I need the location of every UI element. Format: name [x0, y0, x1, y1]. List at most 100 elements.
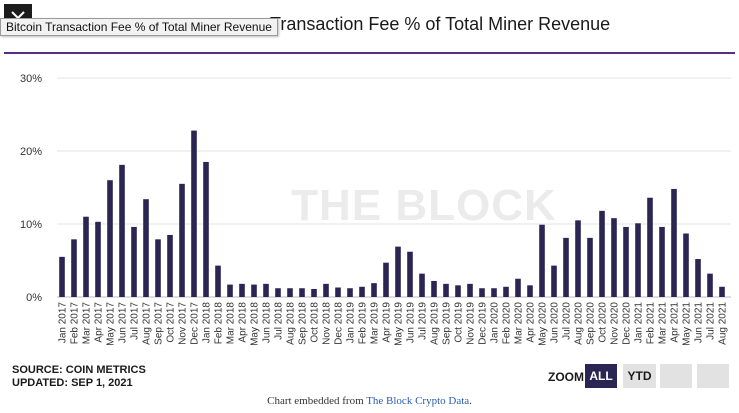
y-tick-label: 20%: [20, 146, 42, 158]
bar: [539, 224, 545, 297]
x-tick-label: Dec 2020: [622, 302, 633, 345]
bar: [407, 251, 413, 297]
bar: [131, 226, 137, 297]
x-tick-label: Aug 2020: [574, 302, 585, 345]
bar: [575, 220, 581, 297]
x-tick-label: Feb 2017: [70, 302, 81, 345]
bar: [251, 284, 257, 297]
y-tick-label: 0%: [26, 292, 42, 304]
bar: [263, 283, 269, 297]
bar: [371, 283, 377, 297]
x-tick-label: Jun 2020: [550, 302, 561, 344]
bar: [215, 265, 221, 297]
x-tick-label: Oct 2018: [310, 302, 321, 343]
x-tick-label: Apr 2017: [94, 302, 105, 343]
bar: [623, 226, 629, 297]
x-tick-label: Jan 2020: [490, 302, 501, 344]
bar: [155, 239, 161, 297]
embed-footer: Chart embedded from The Block Crypto Dat…: [0, 395, 739, 407]
x-tick-label: Aug 2018: [286, 302, 297, 345]
bar: [431, 280, 437, 297]
title-tooltip: Bitcoin Transaction Fee % of Total Miner…: [0, 18, 278, 36]
bar: [95, 221, 101, 297]
x-tick-label: Apr 2019: [382, 302, 393, 343]
bar: [167, 234, 173, 297]
zoom-ytd-button[interactable]: YTD: [623, 364, 656, 388]
x-tick-label: Feb 2020: [502, 302, 513, 345]
footer-link[interactable]: The Block Crypto Data: [366, 395, 470, 407]
x-tick-label: Jul 2018: [274, 302, 285, 340]
zoom-all-button[interactable]: ALL: [585, 364, 617, 388]
bar: [119, 164, 125, 297]
x-tick-label: May 2018: [250, 302, 261, 346]
bar: [635, 223, 641, 297]
bar: [395, 246, 401, 297]
x-tick-label: Nov 2020: [610, 302, 621, 345]
bar: [443, 283, 449, 297]
bar: [647, 197, 653, 297]
watermark: THE BLOCK: [291, 181, 557, 230]
x-tick-label: Aug 2017: [142, 302, 153, 345]
y-axis-ticks: 0% 10% 20% 30%: [20, 73, 42, 304]
bar: [359, 286, 365, 297]
bar: [719, 286, 725, 297]
bar: [239, 283, 245, 297]
zoom-option-button[interactable]: [697, 364, 729, 388]
x-tick-label: Sep 2019: [442, 302, 453, 345]
bar: [287, 288, 293, 297]
x-tick-label: Aug 2021: [718, 302, 729, 345]
bar: [419, 273, 425, 297]
bar: [611, 218, 617, 297]
bar-chart: 0%10%20%30% THE BLOCK Jan 2017 Feb 2017 Ma…: [20, 73, 731, 346]
x-tick-label: Jan 2021: [634, 302, 645, 344]
bar: [479, 288, 485, 297]
x-tick-label: Mar 2017: [82, 302, 93, 345]
bar: [107, 180, 113, 297]
updated-line: UPDATED: SEP 1, 2021: [12, 377, 133, 389]
title-divider: [4, 52, 735, 54]
source-note: SOURCE: COIN METRICS UPDATED: SEP 1, 202…: [12, 364, 146, 390]
bar: [323, 283, 329, 297]
bar: [587, 237, 593, 297]
bar: [83, 216, 89, 297]
bar: [695, 259, 701, 297]
bar: [551, 265, 557, 297]
x-tick-label: Mar 2018: [226, 302, 237, 345]
x-tick-label: Jul 2019: [418, 302, 429, 340]
x-tick-label: Dec 2018: [334, 302, 345, 345]
bar: [311, 288, 317, 297]
x-tick-label: Dec 2017: [190, 302, 201, 345]
x-tick-label: May 2020: [538, 302, 549, 346]
bar: [203, 161, 209, 297]
bar: [335, 287, 341, 297]
page-title: Transaction Fee % of Total Miner Revenue: [270, 14, 611, 34]
bar: [275, 288, 281, 297]
bar: [491, 288, 497, 297]
bar: [191, 130, 197, 297]
x-tick-label: May 2017: [106, 302, 117, 346]
x-tick-label: Sep 2020: [586, 302, 597, 345]
x-tick-label: Apr 2020: [526, 302, 537, 343]
x-tick-label: Jan 2017: [58, 302, 69, 344]
x-tick-label: Jan 2019: [346, 302, 357, 344]
x-tick-label: Jul 2017: [130, 302, 141, 340]
x-tick-label: Oct 2019: [454, 302, 465, 343]
x-tick-label: Sep 2018: [298, 302, 309, 345]
bar: [527, 285, 533, 297]
x-tick-label: Jun 2018: [262, 302, 273, 344]
bar: [455, 285, 461, 297]
x-tick-label: Feb 2019: [358, 302, 369, 345]
x-tick-label: May 2021: [682, 302, 693, 346]
x-tick-label: Apr 2018: [238, 302, 249, 343]
bar: [383, 262, 389, 297]
footer-suffix: .: [469, 395, 472, 407]
source-line: SOURCE: COIN METRICS: [12, 364, 146, 376]
x-tick-label: Jul 2021: [706, 302, 717, 340]
bar: [599, 210, 605, 297]
bar: [227, 284, 233, 297]
bar: [683, 233, 689, 297]
bar: [563, 237, 569, 297]
x-tick-label: Jan 2018: [202, 302, 213, 344]
zoom-option-button[interactable]: [660, 364, 692, 388]
x-tick-label: Mar 2020: [514, 302, 525, 345]
